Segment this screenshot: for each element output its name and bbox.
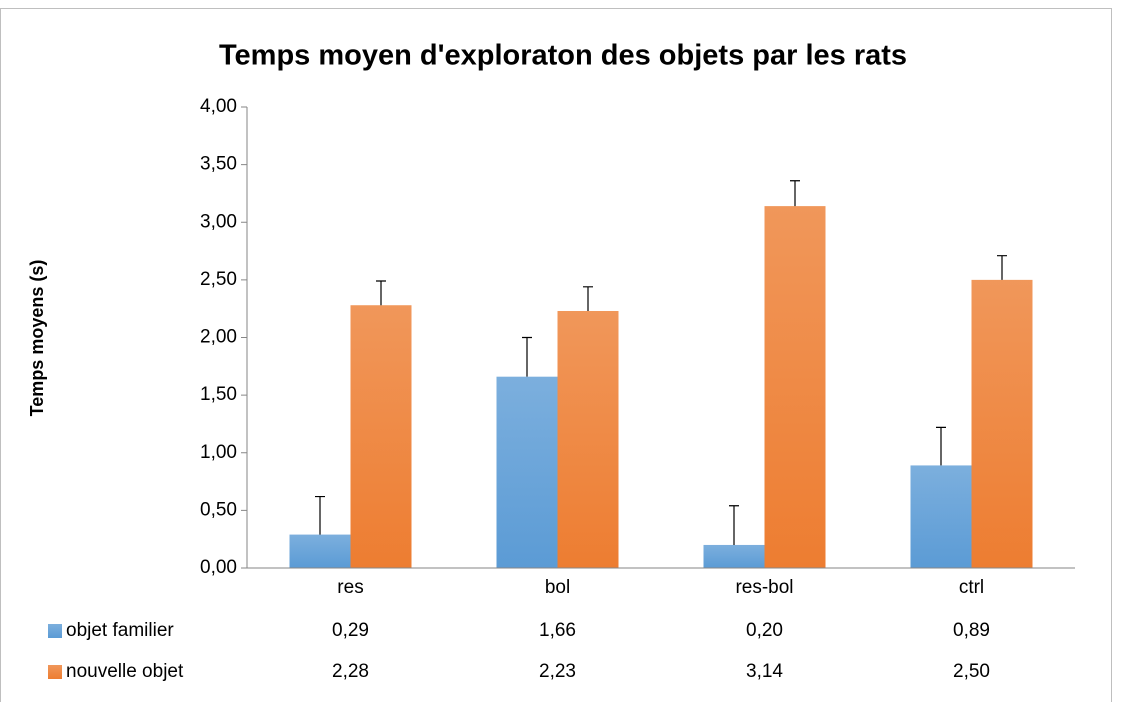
bar: [496, 376, 558, 568]
data-table-value: 2,23: [539, 661, 576, 682]
error-bar: [936, 426, 946, 466]
error-bar: [997, 255, 1007, 280]
error-bar: [790, 180, 800, 207]
bar: [289, 534, 351, 568]
bar: [557, 310, 619, 568]
y-axis-label: Temps moyens (s): [27, 260, 47, 417]
y-tick-label: 3,00: [200, 211, 237, 232]
bar: [910, 465, 972, 568]
x-tick-label: ctrl: [959, 577, 984, 598]
error-bar: [376, 280, 386, 306]
error-bar: [583, 286, 593, 311]
y-tick-label: 1,50: [200, 384, 237, 405]
x-tick-label: bol: [545, 577, 570, 598]
data-table-value: 0,29: [332, 620, 369, 641]
data-table-value: 3,14: [746, 661, 783, 682]
y-tick-label: 0,00: [200, 557, 237, 578]
y-tick-label: 2,50: [200, 269, 237, 290]
legend-label: nouvelle objet: [66, 661, 184, 682]
bar: [350, 305, 412, 568]
legend-swatch: [48, 624, 62, 638]
data-table-value: 2,28: [332, 661, 369, 682]
x-tick-label: res: [337, 577, 363, 598]
bar: [703, 544, 765, 568]
y-tick-label: 1,00: [200, 442, 237, 463]
bar: [764, 206, 826, 569]
data-table-value: 0,89: [953, 620, 990, 641]
chart-border: [0, 8, 1112, 702]
legend-label: objet familier: [66, 620, 174, 641]
y-tick-label: 0,50: [200, 499, 237, 520]
data-table-value: 1,66: [539, 620, 576, 641]
legend-swatch: [48, 665, 62, 679]
data-table-value: 0,20: [746, 620, 783, 641]
chart-title: Temps moyen d'exploraton des objets par …: [219, 40, 907, 72]
error-bar: [315, 495, 325, 535]
bar: [971, 279, 1033, 568]
y-tick-label: 3,50: [200, 154, 237, 175]
error-bar: [729, 505, 739, 545]
y-tick-label: 2,00: [200, 327, 237, 348]
x-tick-label: res-bol: [735, 577, 793, 598]
error-bar: [522, 336, 532, 377]
data-table-value: 2,50: [953, 661, 990, 682]
y-tick-label: 4,00: [200, 96, 237, 117]
